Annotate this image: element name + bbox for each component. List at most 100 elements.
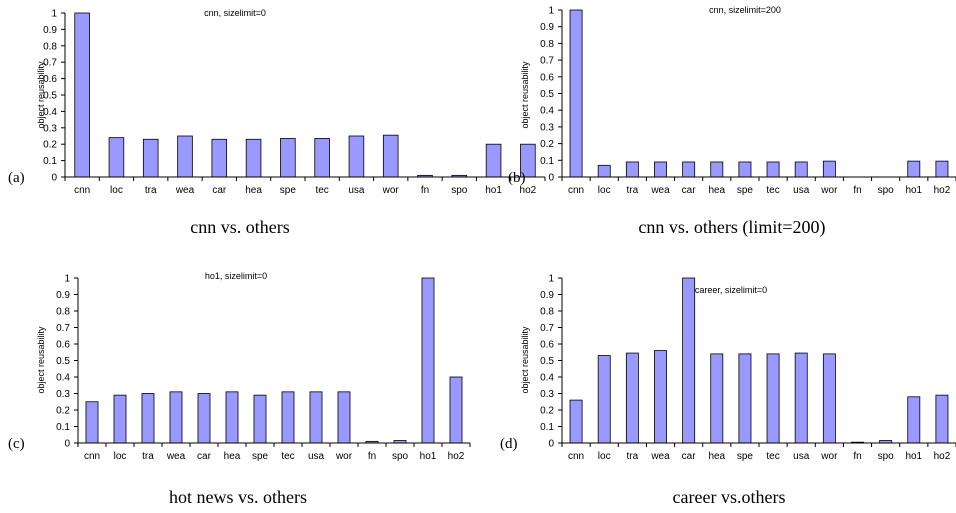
x-tick-label: ho2	[520, 185, 537, 196]
bar-wea	[654, 161, 667, 178]
x-tick-label: usa	[793, 451, 810, 462]
bar-spe	[280, 138, 296, 178]
bar-car	[682, 277, 696, 444]
y-tick-label: 0.1	[540, 156, 554, 167]
bar-wor	[337, 391, 351, 444]
x-tick-label: tec	[766, 185, 779, 196]
y-tick-label: 0.3	[43, 123, 57, 134]
x-tick-label: usa	[793, 185, 810, 196]
x-tick-label: wor	[382, 185, 400, 196]
y-tick-label: 0.8	[43, 41, 57, 52]
x-tick-label: spo	[878, 185, 895, 196]
y-tick-label: 0	[548, 439, 554, 450]
panel-b-label: (b)	[508, 170, 526, 186]
x-tick-label: tec	[766, 451, 779, 462]
y-tick-label: 0.9	[540, 290, 554, 301]
x-tick-label: ho1	[905, 451, 922, 462]
x-tick-label: spo	[878, 451, 895, 462]
bar-wea	[654, 350, 667, 444]
x-tick-label: spo	[392, 451, 409, 462]
panel-b-caption: cnn vs. others (limit=200)	[638, 217, 825, 238]
panel-c-caption: hot news vs. others	[169, 487, 307, 507]
y-tick-label: 0.9	[540, 22, 554, 33]
panel-b-bars	[569, 9, 949, 178]
y-tick-label: 0.6	[540, 340, 554, 351]
panel-c-title: ho1, sizelimit=0	[205, 271, 267, 281]
x-tick-label: fn	[853, 185, 861, 196]
y-tick-label: 1	[51, 9, 57, 20]
y-tick-label: 0.2	[540, 406, 554, 417]
x-tick-label: loc	[598, 185, 611, 196]
bar-loc	[108, 137, 125, 178]
y-tick-label: 0.7	[43, 58, 57, 69]
panel-a-y-axis-label: object reusability	[36, 61, 46, 129]
panel-c-y-axis-label: object reusability	[36, 326, 46, 394]
x-tick-label: usa	[348, 185, 365, 196]
bar-wor	[822, 353, 836, 444]
y-tick-label: 0.6	[43, 74, 57, 85]
x-tick-label: ho2	[934, 185, 951, 196]
x-tick-label: wea	[650, 185, 670, 196]
y-tick-label: 0	[64, 439, 70, 450]
bar-ho1	[907, 160, 921, 178]
x-tick-label: ho2	[448, 451, 465, 462]
bar-tra	[625, 161, 639, 178]
x-tick-label: ho1	[485, 185, 502, 196]
y-tick-label: 1	[548, 274, 554, 285]
x-tick-label: wea	[166, 451, 186, 462]
x-tick-label: tra	[627, 451, 639, 462]
x-tick-label: loc	[114, 451, 127, 462]
x-tick-label: hea	[708, 451, 725, 462]
y-tick-label: 0.6	[56, 340, 70, 351]
x-tick-label: wor	[335, 451, 353, 462]
y-tick-label: 0.7	[540, 56, 554, 67]
bar-wea	[177, 135, 193, 178]
x-tick-label: fn	[368, 451, 376, 462]
x-tick-label: wor	[820, 451, 838, 462]
panel-d-bars	[569, 277, 949, 444]
x-tick-label: spe	[737, 185, 754, 196]
y-tick-label: 0.8	[540, 39, 554, 50]
x-tick-label: ho2	[934, 451, 951, 462]
y-tick-label: 0.2	[540, 139, 554, 150]
bar-tra	[141, 393, 155, 444]
y-tick-label: 0	[548, 173, 554, 184]
x-tick-label: spe	[737, 451, 754, 462]
bar-ho2	[935, 160, 949, 178]
x-tick-label: tra	[142, 451, 154, 462]
y-tick-label: 0.4	[540, 373, 554, 384]
bar-wor	[822, 160, 836, 178]
panel-d-y-axis-label: object reusability	[520, 326, 530, 394]
y-tick-label: 0.9	[56, 290, 70, 301]
bar-wor	[382, 134, 399, 178]
panel-a-axes: 0 0.1 0.2 0.3 0.4 0.5 0.6 0.7 0.8 0.9 1 cnn loc tra we…	[43, 9, 546, 196]
x-tick-label: car	[197, 451, 212, 462]
bar-usa	[794, 161, 808, 178]
bar-spe	[738, 161, 752, 178]
y-tick-label: 0.4	[43, 107, 57, 118]
y-tick-label: 0.3	[540, 389, 554, 400]
bar-tra	[625, 352, 639, 444]
x-tick-label: tec	[315, 185, 328, 196]
bar-ho2	[449, 376, 463, 444]
panel-b-axes: 0 0.1 0.2 0.3 0.4 0.5 0.6 0.7 0.8 0.9 1 cnn loc tra we…	[540, 6, 956, 196]
x-tick-label: cnn	[74, 185, 90, 196]
x-tick-label: car	[212, 185, 227, 196]
bar-wea	[169, 391, 183, 444]
x-tick-label: hea	[224, 451, 241, 462]
bar-tec	[314, 138, 330, 178]
panel-d: 0 0.1 0.2 0.3 0.4 0.5 0.6 0.7 0.8 0.9 1 cnn loc tra we…	[500, 274, 956, 507]
y-tick-label: 1	[64, 274, 70, 285]
x-tick-label: hea	[245, 185, 262, 196]
y-tick-label: 0	[51, 173, 57, 184]
panel-c-label: (c)	[8, 436, 25, 452]
x-tick-label: spo	[451, 185, 468, 196]
x-tick-label: tec	[281, 451, 294, 462]
y-tick-label: 0.2	[43, 140, 57, 151]
y-tick-label: 0.1	[43, 156, 57, 167]
x-tick-label: wea	[650, 451, 670, 462]
panel-c-bars	[85, 277, 463, 444]
panel-b: 0 0.1 0.2 0.3 0.4 0.5 0.6 0.7 0.8 0.9 1 cnn loc tra we…	[508, 5, 956, 238]
panel-a-bars	[74, 12, 536, 178]
